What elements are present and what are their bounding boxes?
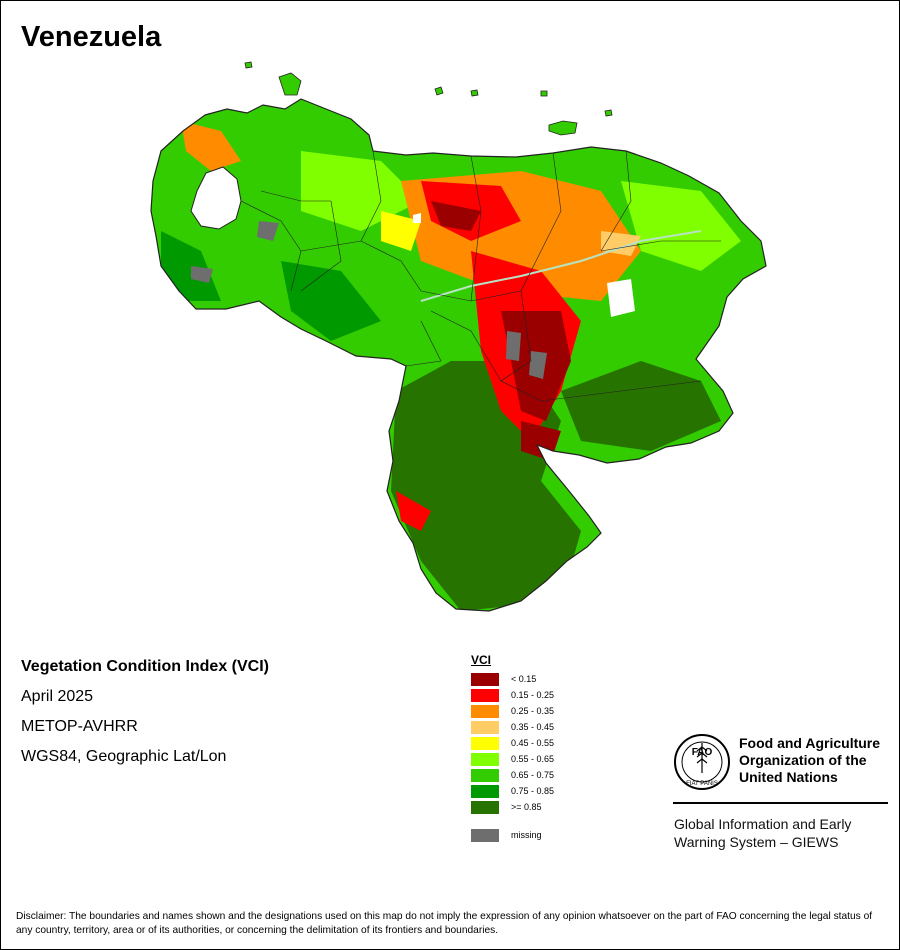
fao-logo: FAO FIAT PANIS [674, 734, 730, 790]
legend-swatch [471, 689, 499, 702]
legend-label: 0.65 - 0.75 [511, 770, 555, 780]
legend-swatch [471, 721, 499, 734]
legend-label: 0.55 - 0.65 [511, 754, 555, 764]
country-outline [150, 98, 767, 612]
island-curacao [278, 72, 302, 96]
legend-label: 0.25 - 0.35 [511, 706, 555, 716]
nodata-patch-1 [607, 279, 635, 317]
missing-patch-4 [257, 221, 279, 241]
legend-label: < 0.15 [511, 674, 537, 684]
vci-patch-severe-north [431, 201, 481, 231]
legend-row: 0.75 - 0.85 [471, 783, 554, 799]
legend-row: < 0.15 [471, 671, 536, 687]
index-title: Vegetation Condition Index (VCI) [21, 658, 269, 675]
legend-label: 0.75 - 0.85 [511, 786, 555, 796]
missing-patch-3 [191, 266, 213, 283]
nodata-patch-2 [413, 213, 421, 223]
period-label: April 2025 [21, 688, 94, 705]
legend-missing-label: missing [511, 830, 542, 840]
missing-patch-2 [529, 351, 547, 379]
legend-swatch [471, 673, 499, 686]
legend-missing-swatch [471, 829, 499, 842]
legend-label: >= 0.85 [511, 802, 542, 812]
river-orinoco [420, 230, 702, 302]
legend-row: 0.35 - 0.45 [471, 719, 554, 735]
legend-swatch [471, 769, 499, 782]
vci-patch-mid-central [281, 261, 381, 341]
legend-label: 0.45 - 0.55 [511, 738, 555, 748]
island-margarita [548, 120, 578, 136]
legend-label: 0.35 - 0.45 [511, 722, 555, 732]
map-title: Venezuela [21, 21, 162, 53]
sensor-label: METOP-AVHRR [21, 718, 138, 735]
vci-patch-light-north [301, 151, 421, 231]
vci-patch-dry-west [181, 121, 241, 171]
legend-title: VCI [471, 653, 492, 667]
legend-row: >= 0.85 [471, 799, 542, 815]
legend-classes: < 0.15 0.15 - 0.25 0.25 - 0.35 0.35 - 0.45 0… [471, 671, 554, 815]
vci-patch-pale [601, 231, 641, 256]
legend-label: 0.15 - 0.25 [511, 690, 555, 700]
legend-swatch [471, 705, 499, 718]
legend-row: 0.25 - 0.35 [471, 703, 554, 719]
legend-row: 0.65 - 0.75 [471, 767, 554, 783]
legend: VCI < 0.15 0.15 - 0.25 0.25 - 0.35 0.35 - 0… [471, 653, 554, 843]
fao-emblem-letters: FAO [692, 747, 713, 758]
islands [244, 61, 613, 136]
legend-swatch [471, 785, 499, 798]
vci-patch-caution [381, 211, 421, 251]
lake-maracaibo [190, 166, 242, 230]
vci-patch-light-east [621, 181, 741, 271]
projection-label: WGS84, Geographic Lat/Lon [21, 748, 227, 765]
fao-name: Food and Agriculture Organization of the… [739, 735, 881, 785]
legend-row: 0.55 - 0.65 [471, 751, 554, 767]
legend-swatch [471, 801, 499, 814]
disclaimer: Disclaimer: The boundaries and names sho… [16, 911, 873, 936]
legend-row: 0.45 - 0.55 [471, 735, 554, 751]
legend-swatch [471, 737, 499, 750]
vci-patch-dry-southwest [396, 491, 431, 531]
missing-patch-1 [506, 331, 521, 361]
giews-label: Global Information and Early Warning Sys… [674, 816, 852, 850]
legend-row: 0.15 - 0.25 [471, 687, 554, 703]
map-info: Vegetation Condition Index (VCI) April 2… [21, 658, 269, 778]
fao-emblem-motto: FIAT PANIS [686, 781, 718, 787]
legend-swatch [471, 753, 499, 766]
state-boundaries [240, 150, 721, 402]
legend-missing: missing [471, 827, 542, 843]
fao-divider [673, 802, 888, 804]
vci-map [150, 61, 767, 612]
